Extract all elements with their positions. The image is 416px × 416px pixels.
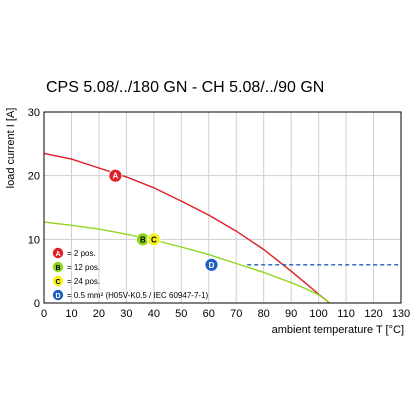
- axis-ticks: 0 10 20 30 40 50 60 70 80 90 100 110 120 130 0 10 20 30: [28, 107, 410, 320]
- x-tick-label: 80: [258, 308, 270, 320]
- legend-swatch-C: [52, 275, 64, 287]
- legend-swatch-A: [52, 247, 64, 259]
- x-tick-label: 30: [120, 308, 132, 320]
- marker-letter-D: D: [209, 261, 215, 270]
- legend-label-C: = 24 pos.: [67, 277, 100, 286]
- x-tick-label: 10: [65, 308, 77, 320]
- x-tick-label: 60: [203, 308, 215, 320]
- legend-label-A: = 2 pos.: [67, 249, 96, 258]
- y-tick-label: 0: [34, 298, 40, 310]
- x-tick-label: 0: [41, 308, 47, 320]
- x-axis-label: ambient temperature T [°C]: [272, 324, 404, 336]
- series-lines: [43, 152, 401, 304]
- y-axis-label: load current I [A]: [5, 108, 17, 189]
- legend-letter-D: D: [55, 293, 60, 300]
- marker-letter-B: B: [140, 235, 146, 244]
- y-tick-label: 30: [28, 107, 40, 119]
- series-markers: A B C D: [108, 168, 219, 272]
- x-tick-label: 40: [148, 308, 160, 320]
- grid: [44, 112, 401, 303]
- series-line-A: [43, 152, 331, 304]
- series-line-B: [43, 221, 331, 304]
- x-tick-label: 90: [285, 308, 297, 320]
- marker-A: [108, 168, 123, 183]
- legend-label-D: = 0.5 mm² (H05V-K0.5 / IEC 60947-7-1): [67, 291, 209, 300]
- y-tick-label: 20: [28, 171, 40, 183]
- x-tick-label: 130: [392, 308, 410, 320]
- legend-swatch-D: [52, 289, 64, 301]
- y-tick-label: 10: [28, 234, 40, 246]
- legend-letter-B: B: [55, 265, 60, 272]
- chart-title: CPS 5.08/../180 GN - CH 5.08/../90 GN: [46, 79, 325, 96]
- marker-D: [204, 257, 219, 272]
- plot-frame: [43, 111, 402, 304]
- legend-swatch-B: [52, 261, 64, 273]
- marker-letter-A: A: [113, 172, 119, 181]
- x-tick-label: 120: [364, 308, 382, 320]
- legend-label-B: = 12 pos.: [67, 263, 100, 272]
- x-tick-label: 50: [175, 308, 187, 320]
- marker-letter-C: C: [151, 235, 157, 244]
- legend-letter-A: A: [55, 251, 60, 258]
- marker-C: [146, 232, 161, 247]
- x-tick-label: 70: [230, 308, 242, 320]
- legend-letter-C: C: [55, 279, 60, 286]
- x-tick-label: 100: [309, 308, 327, 320]
- legend: A = 2 pos. B = 12 pos. C = 24 pos. D = 0.5 mm² …: [52, 247, 209, 301]
- x-tick-label: 110: [337, 308, 355, 320]
- x-tick-label: 20: [93, 308, 105, 320]
